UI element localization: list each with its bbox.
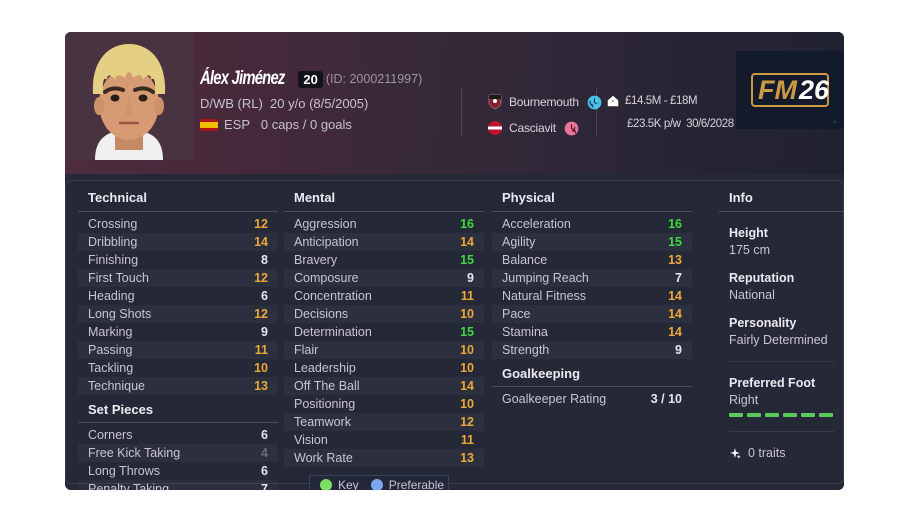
svg-text:26: 26 <box>798 75 830 105</box>
svg-text:+: + <box>832 117 837 127</box>
svg-text:FM: FM <box>758 75 797 105</box>
